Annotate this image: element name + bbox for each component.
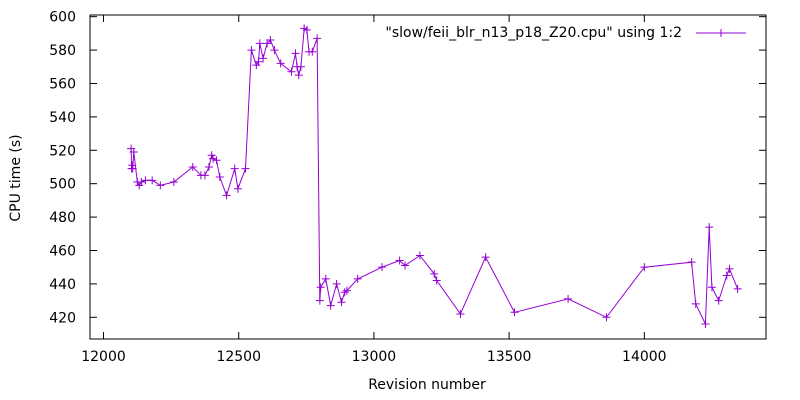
y-tick-label: 480 (49, 210, 76, 226)
y-tick-label: 580 (49, 43, 76, 59)
data-point (315, 296, 324, 305)
plot-area (127, 24, 742, 328)
data-point (430, 269, 439, 278)
data-point (128, 161, 137, 170)
x-tick-label: 14000 (622, 349, 667, 365)
data-point (137, 178, 146, 187)
data-point (233, 184, 242, 193)
data-point (141, 176, 150, 185)
data-point (733, 284, 742, 293)
data-point (302, 26, 311, 35)
data-point (705, 223, 714, 232)
data-point (287, 67, 296, 76)
legend-label: "slow/feii_blr_n13_p18_Z20.cpu" using 1:… (385, 25, 682, 41)
data-point (316, 283, 325, 292)
data-point (332, 279, 341, 288)
data-point (415, 251, 424, 260)
plot-border (89, 14, 767, 340)
data-point (342, 286, 351, 295)
x-tick-label: 13500 (487, 349, 532, 365)
data-point (169, 178, 178, 187)
data-point (378, 263, 387, 272)
data-point (254, 57, 263, 66)
x-tick-label: 12500 (216, 349, 261, 365)
data-point (270, 46, 279, 55)
data-point (276, 59, 285, 68)
data-point (215, 173, 224, 181)
data-point (204, 162, 213, 171)
data-point (701, 319, 710, 328)
y-axis-label: CPU time (s) (8, 134, 24, 221)
data-point (308, 47, 317, 56)
data-point (129, 147, 138, 156)
data-point (188, 162, 197, 171)
y-tick-label: 560 (49, 76, 76, 92)
data-point (401, 261, 410, 270)
y-tick-label: 460 (49, 243, 76, 259)
data-point (395, 256, 404, 265)
data-point (687, 258, 696, 267)
y-tick-label: 500 (49, 177, 76, 193)
data-point (230, 164, 239, 173)
data-point (212, 156, 221, 165)
data-point (564, 294, 573, 303)
x-axis-label: Revision number (368, 377, 486, 393)
data-point (481, 253, 490, 262)
data-point (135, 181, 144, 190)
data-point (247, 46, 256, 55)
data-point (241, 164, 250, 173)
data-point (353, 274, 362, 283)
data-point (266, 36, 275, 45)
axis-ticks: 420 440 460 480 500 520 540 560 580 600 12000 12500… (49, 10, 766, 365)
data-point (722, 271, 731, 280)
data-point (200, 171, 209, 180)
legend-marker (717, 29, 725, 37)
y-tick-label: 440 (49, 277, 76, 293)
data-point (725, 264, 734, 273)
data-point (326, 301, 335, 310)
data-point (714, 296, 723, 305)
y-tick-label: 540 (49, 110, 76, 126)
data-point (128, 164, 137, 173)
data-point (340, 288, 349, 297)
data-point (707, 283, 716, 292)
data-point (313, 34, 322, 43)
data-point (337, 298, 346, 307)
y-tick-label: 520 (49, 143, 76, 159)
y-tick-label: 420 (49, 310, 76, 326)
y-tick-label: 600 (49, 10, 76, 26)
data-point (294, 71, 303, 80)
data-point (510, 308, 519, 317)
data-point (259, 54, 268, 63)
data-point (148, 176, 157, 185)
data-point (209, 154, 218, 163)
series-line (130, 27, 739, 325)
x-tick-label: 13000 (352, 349, 397, 365)
data-point (691, 299, 700, 308)
data-point (255, 39, 264, 48)
data-point (456, 309, 465, 318)
data-point (321, 274, 330, 283)
data-point (432, 276, 441, 285)
legend: "slow/feii_blr_n13_p18_Z20.cpu" using 1:… (385, 25, 746, 41)
data-point (640, 263, 649, 272)
axes (89, 14, 767, 340)
data-point (263, 39, 272, 48)
data-point (222, 191, 231, 200)
data-point (296, 62, 305, 71)
x-tick-label: 12000 (81, 349, 126, 365)
data-point (252, 61, 261, 70)
data-point (291, 49, 300, 58)
data-point (156, 181, 165, 190)
data-point (602, 313, 611, 322)
data-point (207, 151, 216, 160)
